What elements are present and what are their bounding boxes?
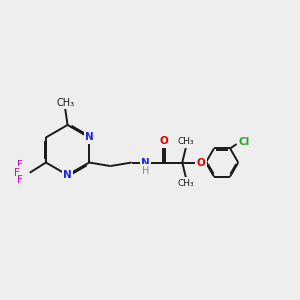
Text: O: O [196, 158, 205, 167]
Text: CH₃: CH₃ [178, 178, 194, 188]
Text: Cl: Cl [238, 137, 250, 147]
Text: N: N [85, 133, 94, 142]
Text: F: F [17, 160, 23, 170]
Text: H: H [142, 166, 149, 176]
Text: CH₃: CH₃ [178, 137, 194, 146]
Text: CH₃: CH₃ [56, 98, 74, 108]
Text: N: N [141, 158, 150, 167]
Text: N: N [63, 170, 72, 180]
Text: F: F [14, 168, 20, 178]
Text: O: O [160, 136, 168, 146]
Text: F: F [17, 175, 23, 185]
